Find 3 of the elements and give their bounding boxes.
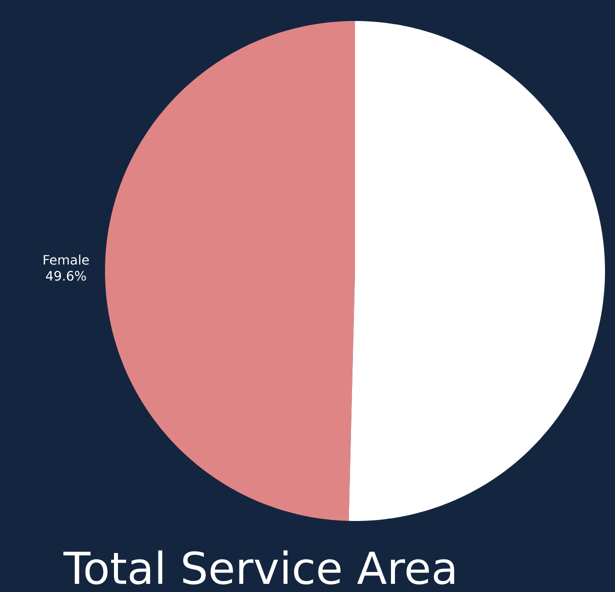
- slice-label: Female: [44, 254, 89, 265]
- data-label: 49.6%: [46, 270, 86, 281]
- text: Total Service Area: [63, 550, 454, 584]
